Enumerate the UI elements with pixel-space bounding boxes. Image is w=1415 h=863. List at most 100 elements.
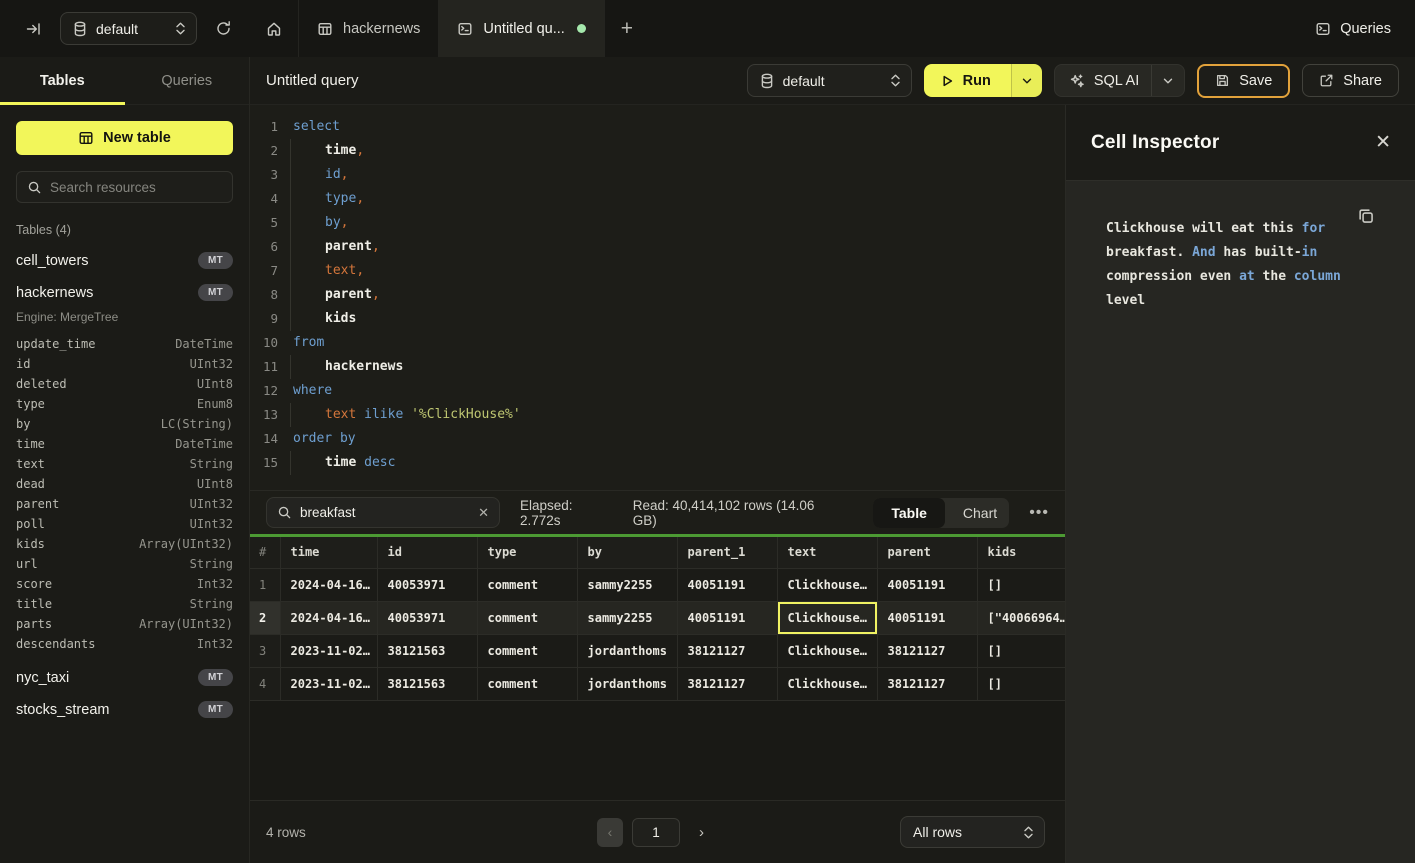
column-header[interactable]: id [377,537,477,568]
sql-ai-main[interactable]: SQL AI [1055,73,1151,89]
query-database-selector[interactable]: default [747,64,912,97]
sidebar-search-input[interactable] [50,180,222,195]
table-cell[interactable]: Clickhouse… [777,568,877,601]
table-cell[interactable]: 2023-11-02… [280,667,377,700]
clear-search-icon[interactable]: ✕ [478,505,489,521]
column-header[interactable]: parent [877,537,977,568]
new-table-button[interactable]: New table [16,121,233,155]
copy-button[interactable] [1357,207,1375,225]
line-number: 9 [250,307,278,331]
table-cell[interactable]: 2023-11-02… [280,634,377,667]
code-line[interactable]: 1select [250,115,1065,139]
run-button[interactable]: Run [924,64,1042,97]
table-cell[interactable]: jordanthoms [577,667,677,700]
share-button[interactable]: Share [1302,64,1399,97]
sql-ai-button[interactable]: SQL AI [1054,64,1185,97]
code-line[interactable]: 15time desc [250,451,1065,475]
code-line[interactable]: 13text ilike '%ClickHouse%' [250,403,1065,427]
close-icon[interactable]: ✕ [1375,131,1391,154]
table-cell[interactable]: ["40066964… [977,601,1068,634]
code-line[interactable]: 6parent, [250,235,1065,259]
column-header[interactable]: text [777,537,877,568]
sql-editor[interactable]: 1select2time,3id,4type,5by,6parent,7text… [250,105,1065,490]
table-cell[interactable]: 38121563 [377,667,477,700]
code-line[interactable]: 14order by [250,427,1065,451]
table-cell[interactable]: 38121127 [677,634,777,667]
code-line[interactable]: 2time, [250,139,1065,163]
sidebar-item-hackernews[interactable]: hackernews MT [16,284,233,301]
code-line[interactable]: 11hackernews [250,355,1065,379]
code-line[interactable]: 10from [250,331,1065,355]
table-cell[interactable]: 38121563 [377,634,477,667]
run-button-main[interactable]: Run [924,64,1011,97]
results-search[interactable]: ✕ [266,497,500,528]
queries-button[interactable]: Queries [1315,21,1391,37]
view-toggle-chart[interactable]: Chart [945,498,1009,528]
table-cell[interactable]: comment [477,634,577,667]
table-cell[interactable]: comment [477,568,577,601]
page-size-selector[interactable]: All rows [900,816,1045,848]
table-cell[interactable]: sammy2255 [577,601,677,634]
engine-label: Engine: MergeTree [16,310,233,324]
code-line[interactable]: 7text, [250,259,1065,283]
table-cell[interactable]: [] [977,568,1068,601]
sql-ai-caret[interactable] [1151,65,1184,96]
sidebar-tab-tables[interactable]: Tables [0,57,125,104]
tab-home[interactable] [250,0,299,57]
column-header[interactable]: by [577,537,677,568]
code-line[interactable]: 9kids [250,307,1065,331]
table-cell[interactable]: 38121127 [877,634,977,667]
results-table[interactable]: #timeidtypebyparent_1textparentkids 1202… [250,537,1069,701]
next-page-button[interactable]: › [689,824,714,841]
sidebar-tab-queries[interactable]: Queries [125,57,250,104]
table-cell[interactable]: 38121127 [877,667,977,700]
previous-page-button[interactable]: ‹ [597,818,623,847]
selected-cell[interactable]: Clickhouse… [777,601,877,634]
run-options-caret[interactable] [1011,64,1042,97]
view-toggle-table[interactable]: Table [873,498,945,528]
results-grid: #timeidtypebyparent_1textparentkids 1202… [250,537,1065,701]
table-cell[interactable]: comment [477,667,577,700]
table-cell[interactable]: Clickhouse… [777,634,877,667]
current-page[interactable]: 1 [632,818,680,847]
results-search-input[interactable] [300,505,470,520]
table-cell[interactable]: 38121127 [677,667,777,700]
table-cell[interactable]: 40053971 [377,568,477,601]
column-header[interactable]: # [250,537,280,568]
table-cell[interactable]: 40051191 [677,601,777,634]
column-header[interactable]: time [280,537,377,568]
code-line[interactable]: 5by, [250,211,1065,235]
tab-hackernews[interactable]: hackernews [299,0,439,57]
table-cell[interactable]: [] [977,667,1068,700]
code-line[interactable]: 3id, [250,163,1065,187]
refresh-button[interactable] [211,16,236,41]
sidebar-search[interactable] [16,171,233,203]
code-line[interactable]: 4type, [250,187,1065,211]
code-line[interactable]: 8parent, [250,283,1065,307]
table-cell[interactable]: Clickhouse… [777,667,877,700]
table-cell[interactable]: 2024-04-16… [280,601,377,634]
sidebar-collapse-button[interactable] [22,17,46,41]
column-header[interactable]: type [477,537,577,568]
code-line[interactable]: 12where [250,379,1065,403]
tables-section-header: Tables (4) [16,223,233,237]
table-cell[interactable]: 40051191 [877,601,977,634]
table-cell[interactable]: 40051191 [877,568,977,601]
table-cell[interactable]: [] [977,634,1068,667]
sidebar-item-cell-towers[interactable]: cell_towers MT [16,252,233,269]
sidebar-item-nyc-taxi[interactable]: nyc_taxi MT [16,669,233,686]
table-cell[interactable]: sammy2255 [577,568,677,601]
table-cell[interactable]: 2024-04-16… [280,568,377,601]
column-header[interactable]: kids [977,537,1068,568]
table-cell[interactable]: 40051191 [677,568,777,601]
new-tab-button[interactable]: + [605,0,649,57]
sidebar-item-stocks-stream[interactable]: stocks_stream MT [16,701,233,718]
table-cell[interactable]: jordanthoms [577,634,677,667]
save-button[interactable]: Save [1197,64,1290,98]
more-options-icon[interactable]: ••• [1029,504,1049,522]
tab-untitled-query[interactable]: Untitled qu... [439,0,604,57]
topbar-database-selector[interactable]: default [60,12,197,45]
table-cell[interactable]: 40053971 [377,601,477,634]
table-cell[interactable]: comment [477,601,577,634]
column-header[interactable]: parent_1 [677,537,777,568]
